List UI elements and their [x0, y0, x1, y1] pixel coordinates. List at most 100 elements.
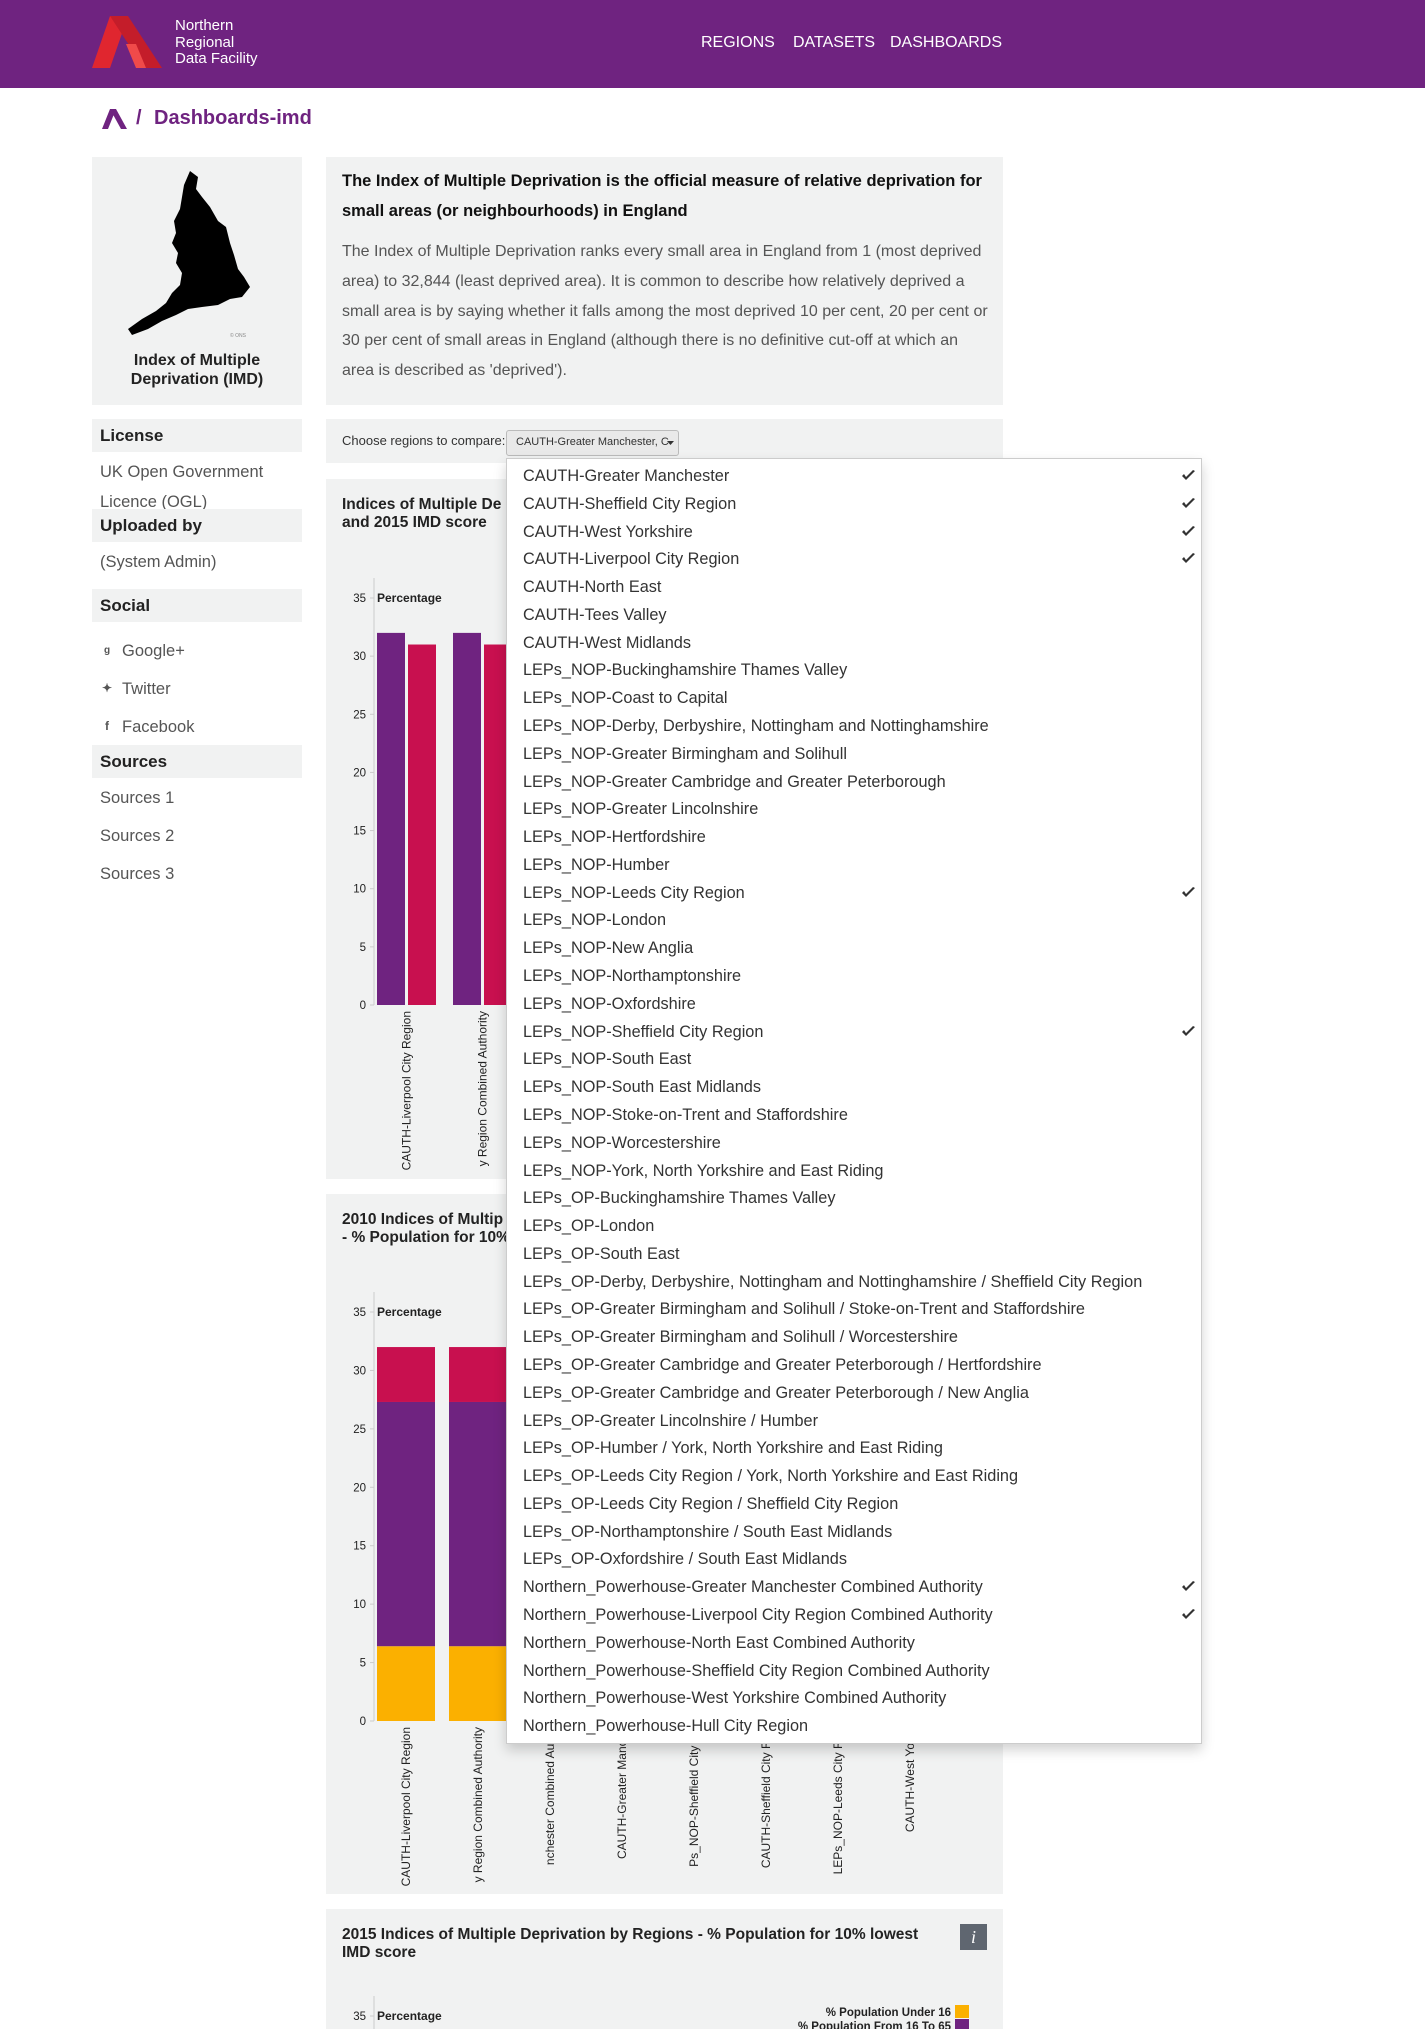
y-tick-label: 35 [353, 2011, 366, 2023]
check-path [1182, 470, 1195, 480]
dropdown-option[interactable]: LEPs_NOP-Oxfordshire [523, 991, 1193, 1017]
dropdown-option[interactable]: LEPs_NOP-Buckinghamshire Thames Valley [523, 657, 1193, 683]
dropdown-option[interactable]: CAUTH-Liverpool City Region [523, 546, 1195, 572]
sidebar-link[interactable]: Google+ [122, 642, 185, 660]
dropdown-option[interactable]: LEPs_OP-Oxfordshire / South East Midland… [523, 1546, 1193, 1572]
dropdown-option[interactable]: CAUTH-West Yorkshire [523, 519, 1195, 545]
option-label: LEPs_OP-Northamptonshire / South East Mi… [523, 1522, 893, 1541]
icon-glyph: ✦ [102, 681, 112, 694]
breadcrumb-current[interactable]: Dashboards-imd [154, 107, 312, 129]
dropdown-option[interactable]: CAUTH-West Midlands [523, 630, 1193, 656]
chart-title: Indices of Multiple De [342, 496, 502, 513]
dropdown-option[interactable]: Northern_Powerhouse-West Yorkshire Combi… [523, 1685, 1193, 1711]
check-mark [1182, 886, 1195, 897]
sidebar-link[interactable]: Twitter [122, 680, 171, 698]
y-tick-label: 25 [353, 709, 366, 721]
dropdown-option[interactable]: Northern_Powerhouse-Hull City Region [523, 1713, 1193, 1739]
option-label: CAUTH-West Yorkshire [523, 522, 693, 541]
option-label: LEPs_OP-London [523, 1217, 655, 1236]
dropdown-option[interactable]: Northern_Powerhouse-Sheffield City Regio… [523, 1658, 1193, 1684]
y-tick-label: 10 [353, 884, 366, 896]
logo[interactable] [92, 14, 164, 70]
dropdown-option[interactable]: Northern_Powerhouse-Greater Manchester C… [523, 1574, 1195, 1600]
sidebar-link[interactable]: (System Admin) [100, 553, 217, 571]
dropdown-option[interactable]: LEPs_NOP-South East [523, 1046, 1193, 1072]
dropdown-option[interactable]: CAUTH-Tees Valley [523, 602, 1193, 628]
chart: 2015 Indices of Multiple Deprivation by … [342, 1926, 969, 2029]
dropdown-option[interactable]: LEPs_NOP-Greater Lincolnshire [523, 796, 1193, 822]
dropdown-option[interactable]: LEPs_OP-Leeds City Region / York, North … [523, 1463, 1193, 1489]
nav-link[interactable]: DATASETS [793, 34, 876, 51]
dropdown-option[interactable]: LEPs_OP-Greater Cambridge and Greater Pe… [523, 1352, 1193, 1378]
sidebar-link[interactable]: UK Open Government Licence (OGL) [100, 463, 264, 511]
dropdown-option[interactable]: LEPs_NOP-Greater Birmingham and Solihull [523, 741, 1193, 767]
dropdown-option[interactable]: LEPs_NOP-Stoke-on-Trent and Staffordshir… [523, 1102, 1193, 1128]
check-mark [1182, 1025, 1195, 1036]
dropdown-option[interactable]: LEPs_OP-Greater Cambridge and Greater Pe… [523, 1380, 1193, 1406]
check-mark [1182, 525, 1195, 536]
option-label: Northern_Powerhouse-Sheffield City Regio… [523, 1661, 990, 1680]
y-tick-label: 30 [353, 1365, 366, 1377]
bar-segment [377, 1401, 435, 1647]
x-tick-label: CAUTH-Liverpool City Region [400, 1011, 414, 1170]
dropdown-option[interactable]: LEPs_NOP-Worcestershire [523, 1130, 1193, 1156]
dropdown-option[interactable]: LEPs_OP-Humber / York, North Yorkshire a… [523, 1435, 1193, 1461]
dropdown-option[interactable]: LEPs_OP-Greater Lincolnshire / Humber [523, 1408, 1193, 1434]
breadcrumb-separator: / [136, 107, 142, 129]
x-tick-label: CAUTH-Greater Manche [615, 1727, 629, 1859]
bar [453, 632, 481, 1005]
x-tick-label: y Region Combined Authority [476, 1011, 490, 1166]
check-path [1182, 1025, 1195, 1036]
dropdown-option[interactable]: LEPs_NOP-South East Midlands [523, 1074, 1193, 1100]
icon-glyph: g [104, 645, 110, 655]
dropdown-option[interactable]: LEPs_NOP-Leeds City Region [523, 880, 1195, 906]
dropdown-option[interactable]: LEPs_OP-Buckinghamshire Thames Valley [523, 1185, 1193, 1211]
dropdown-option[interactable]: LEPs_NOP-Humber [523, 852, 1193, 878]
brand-line: Regional [175, 33, 235, 51]
option-label: LEPs_OP-Greater Birmingham and Solihull … [523, 1300, 1085, 1319]
dropdown-option[interactable]: LEPs_NOP-New Anglia [523, 935, 1193, 961]
dropdown-option[interactable]: LEPs_OP-Derby, Derbyshire, Nottingham an… [523, 1269, 1193, 1295]
dropdown-option[interactable]: LEPs_NOP-Coast to Capital [523, 685, 1193, 711]
sidebar-link[interactable]: Sources 3 [100, 865, 175, 883]
nav-link[interactable]: REGIONS [701, 34, 775, 51]
y-tick-label: 10 [353, 1599, 366, 1611]
dropdown-option[interactable]: LEPs_OP-Greater Birmingham and Solihull … [523, 1324, 1193, 1350]
dropdown-option[interactable]: LEPs_OP-Northamptonshire / South East Mi… [523, 1519, 1193, 1545]
option-label: LEPs_OP-Buckinghamshire Thames Valley [523, 1189, 836, 1208]
y-tick-label: 20 [353, 1482, 366, 1494]
sidebar-link[interactable]: Sources 2 [100, 827, 175, 845]
dropdown-option[interactable]: CAUTH-Greater Manchester [523, 463, 1195, 489]
dropdown-option[interactable]: LEPs_NOP-Northamptonshire [523, 963, 1193, 989]
dropdown-option[interactable]: LEPs_OP-London [523, 1213, 1193, 1239]
dropdown-option[interactable]: LEPs_OP-Leeds City Region / Sheffield Ci… [523, 1491, 1193, 1517]
y-tick-label: 15 [353, 826, 366, 838]
dropdown-option[interactable]: LEPs_NOP-London [523, 907, 1193, 933]
dropdown-option[interactable]: LEPs_OP-South East [523, 1241, 1193, 1267]
sidebar-link[interactable]: Facebook [122, 718, 195, 736]
dropdown-option[interactable]: Northern_Powerhouse-North East Combined … [523, 1630, 1193, 1656]
breadcrumb-home[interactable] [102, 108, 128, 130]
info-button[interactable]: i [960, 1924, 987, 1950]
nav-link[interactable]: DASHBOARDS [890, 34, 1003, 51]
dropdown-option[interactable]: LEPs_NOP-Hertfordshire [523, 824, 1193, 850]
selector-button[interactable]: CAUTH-Greater Manchester, C [506, 430, 679, 456]
legend-label: % Population Under 16 [826, 2007, 951, 2019]
legend-swatch [955, 2005, 969, 2018]
dropdown-option[interactable]: LEPs_OP-Greater Birmingham and Solihull … [523, 1296, 1193, 1322]
dropdown-option[interactable]: LEPs_NOP-Sheffield City Region [523, 1019, 1195, 1045]
dropdown-option[interactable]: LEPs_NOP-York, North Yorkshire and East … [523, 1158, 1193, 1184]
dropdown-option[interactable]: Northern_Powerhouse-Liverpool City Regio… [523, 1602, 1195, 1628]
sidebar-link[interactable]: Sources 1 [100, 789, 175, 807]
dropdown-option[interactable]: CAUTH-North East [523, 574, 1193, 600]
brand-line: Northern [175, 17, 234, 34]
check-path [1182, 525, 1195, 536]
dropdown-option[interactable]: CAUTH-Sheffield City Region [523, 491, 1195, 517]
dropdown-option[interactable]: LEPs_NOP-Derby, Derbyshire, Nottingham a… [523, 713, 1193, 739]
check-mark [1182, 497, 1195, 508]
dropdown-option[interactable]: LEPs_NOP-Greater Cambridge and Greater P… [523, 769, 1193, 795]
option-label: LEPs_NOP-Greater Lincolnshire [523, 800, 759, 819]
y-tick-label: 5 [360, 942, 366, 954]
y-tick-label: 0 [360, 1716, 366, 1728]
